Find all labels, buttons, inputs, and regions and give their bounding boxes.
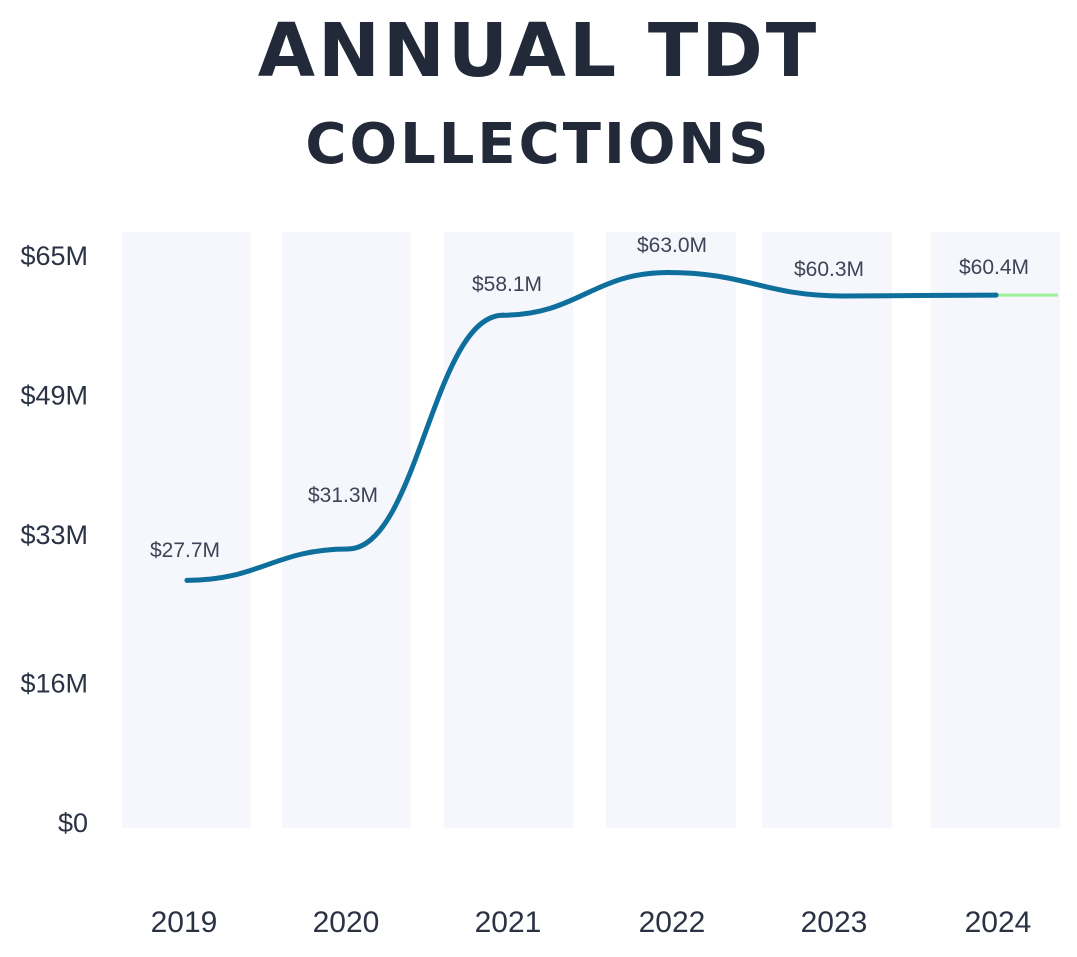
data-point-2022 (665, 269, 671, 275)
title-line-2: COLLECTIONS (305, 112, 772, 177)
y-tick-label: $49M (20, 381, 88, 411)
x-tick-label: 2023 (801, 906, 868, 939)
x-tick-label: 2021 (475, 906, 542, 939)
year-band-2022 (606, 232, 736, 828)
data-point-2023 (840, 293, 846, 299)
y-tick-label: $33M (20, 520, 88, 550)
year-band-2019 (122, 232, 251, 828)
data-label: $31.3M (308, 484, 378, 507)
data-label: $27.7M (150, 539, 220, 562)
series (184, 269, 1058, 583)
data-labels: $27.7M $31.3M $58.1M $63.0M $60.3M $60.4M (150, 234, 1029, 562)
y-axis: $0 $16M $33M $49M $65M (20, 241, 88, 838)
data-label: $60.4M (959, 256, 1029, 279)
year-band-2021 (444, 232, 573, 828)
y-tick-label: $0 (58, 808, 88, 838)
year-band-2020 (282, 232, 411, 828)
data-point-2021 (500, 312, 506, 318)
data-label: $58.1M (472, 273, 542, 296)
y-tick-label: $65M (20, 241, 88, 271)
data-label: $63.0M (637, 234, 707, 257)
x-tick-label: 2020 (313, 906, 380, 939)
x-tick-label: 2022 (639, 906, 706, 939)
year-band-2023 (762, 232, 892, 828)
data-label: $60.3M (794, 258, 864, 281)
data-point-2020 (345, 546, 351, 552)
year-band-2024 (931, 232, 1060, 828)
x-axis: 2019 2020 2021 2022 2023 2024 (151, 906, 1032, 939)
x-tick-label: 2024 (965, 906, 1032, 939)
year-bands (122, 232, 1060, 828)
data-point-2024 (993, 292, 999, 298)
x-tick-label: 2019 (151, 906, 218, 939)
y-tick-label: $16M (20, 668, 88, 698)
title-line-1: ANNUAL TDT (257, 8, 820, 94)
data-point-2019 (184, 577, 190, 583)
